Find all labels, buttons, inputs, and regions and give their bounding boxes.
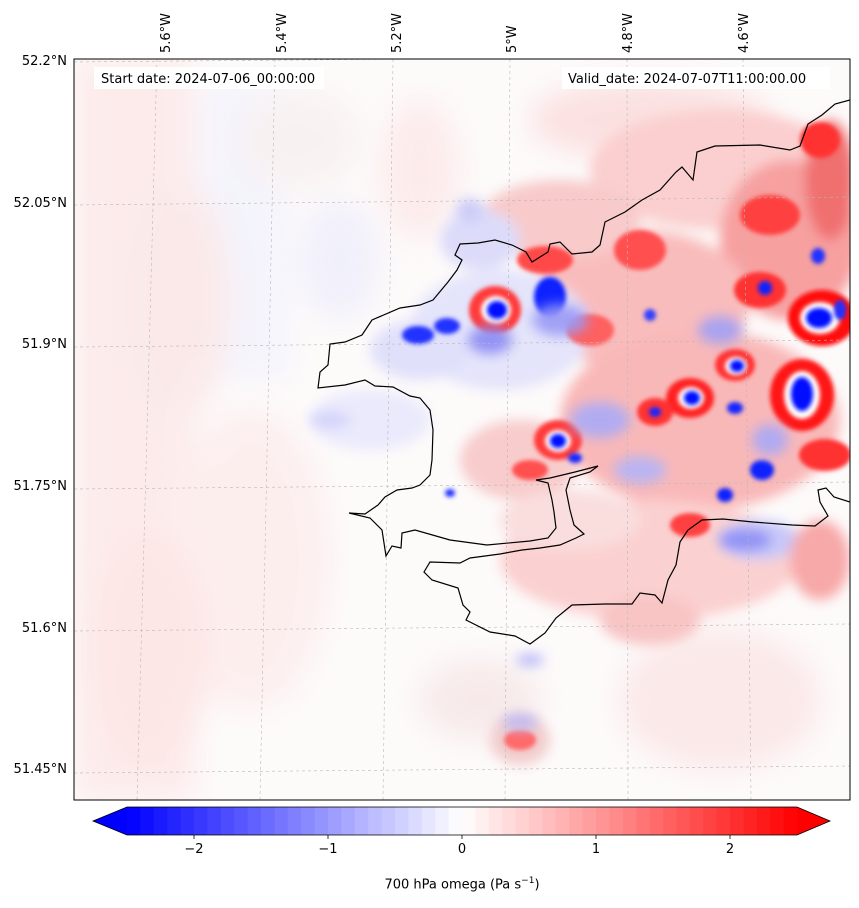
colorbar-band [582,807,597,835]
lat-label-51-9n: 51.9°N [22,337,67,352]
lon-label-5-2w: 5.2°W [390,13,405,53]
lon-label-4-8w: 4.8°W [621,13,636,53]
colorbar: −2 −1 0 1 2 [91,806,832,857]
colorbar-band [475,807,490,835]
colorbar-band [153,807,168,835]
colorbar-band [529,807,543,835]
colorbar-band [421,807,436,835]
lat-label-51-75n: 51.75°N [14,479,67,494]
lat-label-52-05n: 52.05°N [14,196,67,211]
colorbar-band [622,807,637,835]
colorbar-band [555,807,570,835]
colorbar-band [448,807,463,835]
colorbar-band [381,807,396,835]
colorbar-band [180,807,195,835]
lon-label-5w: 5°W [505,25,520,53]
longitude-labels: 5.6°W 5.4°W 5.2°W 5°W 4.8°W 4.6°W [159,13,752,53]
colorbar-band [247,807,262,835]
colorbar-band [730,807,744,835]
colorbar-bands [93,807,830,835]
colorbar-extend-high [797,807,830,835]
colorbar-band [301,807,315,835]
colorbar-band [127,807,141,835]
colorbar-band [596,807,610,835]
colorbar-band [649,807,664,835]
valid-date-text: Valid_date: 2024-07-07T11:00:00.00 [568,72,806,87]
colorbar-band [663,807,677,835]
colorbar-band [676,807,691,835]
colorbar-band [435,807,449,835]
colorbar-band [462,807,476,835]
colorbar-band [502,807,516,835]
colorbar-label: 700 hPa omega (Pa s−1) [0,876,859,892]
valid-date-box [562,67,830,89]
colorbar-band [515,807,530,835]
lat-label-52-2n: 52.2°N [22,54,67,69]
colorbar-band [368,807,382,835]
colorbar-band [395,807,409,835]
colorbar-band [194,807,208,835]
colorbar-band [140,807,155,835]
map-frame [73,58,851,801]
latitude-labels: 52.2°N 52.05°N 51.9°N 51.75°N 51.6°N 51.… [14,54,67,777]
colorbar-tick-label: −1 [318,842,337,857]
colorbar-tick-label: 1 [592,842,600,857]
colorbar-tick-label: 2 [726,842,734,857]
colorbar-band [261,807,275,835]
colorbar-band [341,807,356,835]
colorbar-band [770,807,784,835]
lon-label-5-6w: 5.6°W [159,13,174,53]
colorbar-band [756,807,771,835]
colorbar-label-exponent: −1 [521,876,535,886]
colorbar-band [783,807,798,835]
lon-label-4-6w: 4.6°W [737,13,752,53]
colorbar-band [408,807,423,835]
colorbar-tick-label: −2 [184,842,203,857]
colorbar-tick-label: 0 [458,842,466,857]
colorbar-band [287,807,302,835]
colorbar-band [207,807,222,835]
colorbar-band [542,807,557,835]
colorbar-label-text: 700 hPa omega (Pa s [384,877,522,893]
colorbar-extend-low [93,807,127,835]
colorbar-band [703,807,717,835]
colorbar-band [689,807,704,835]
colorbar-band [569,807,583,835]
lat-label-51-45n: 51.45°N [14,762,67,777]
lon-label-5-4w: 5.4°W [275,13,290,53]
lat-label-51-6n: 51.6°N [22,621,67,636]
colorbar-band [274,807,289,835]
start-date-box [94,67,324,89]
coastline [317,99,850,645]
start-date-text: Start date: 2024-07-06_00:00:00 [101,72,315,87]
colorbar-band [488,807,503,835]
colorbar-band [234,807,248,835]
colorbar-band [716,807,731,835]
colorbar-band [743,807,758,835]
colorbar-outline [91,806,832,836]
colorbar-ticks: −2 −1 0 1 2 [184,835,734,857]
colorbar-band [167,807,181,835]
colorbar-band [220,807,235,835]
omega-field [74,59,850,800]
colorbar-band [328,807,342,835]
colorbar-band [609,807,624,835]
colorbar-band [314,807,329,835]
colorbar-label-suffix: ) [534,877,540,893]
colorbar-band [354,807,369,835]
colorbar-band [636,807,650,835]
